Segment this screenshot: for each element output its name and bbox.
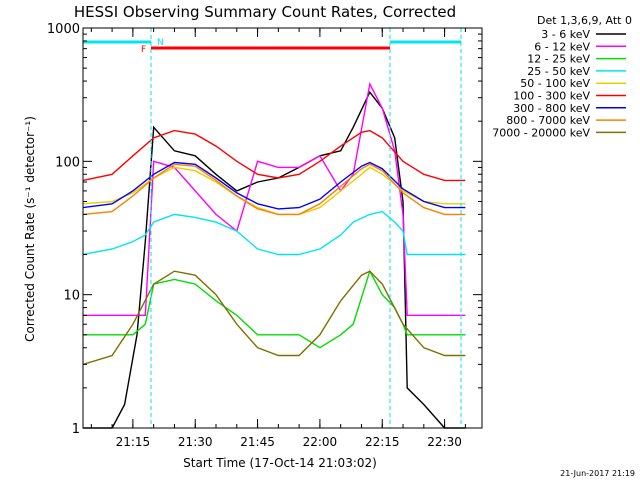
flag-label-n: N bbox=[157, 38, 164, 48]
legend-label-7: 800 - 7000 keV bbox=[506, 114, 590, 127]
series-line-7 bbox=[82, 163, 466, 216]
x-tick-label-3: 22:00 bbox=[303, 435, 338, 449]
y-tick-label-2: 100 bbox=[55, 155, 80, 170]
series-line-8 bbox=[82, 270, 466, 366]
plot-frame bbox=[82, 27, 483, 429]
x-tick-label-2: 21:45 bbox=[240, 435, 275, 449]
legend-label-6: 300 - 800 keV bbox=[513, 102, 590, 115]
series-line-2 bbox=[83, 269, 466, 349]
x-tick-label-0: 21:15 bbox=[116, 435, 151, 449]
x-tick-label-1: 21:30 bbox=[178, 435, 213, 449]
legend-label-5: 100 - 300 keV bbox=[513, 90, 590, 103]
legend-label-2: 12 - 25 keV bbox=[527, 53, 590, 66]
y-axis-label: Corrected Count Rate (s⁻¹ detector⁻¹) bbox=[23, 116, 37, 342]
legend-label-3: 25 - 50 keV bbox=[527, 65, 590, 78]
plot-area: NF bbox=[82, 28, 466, 429]
y-tick-label-1: 10 bbox=[63, 289, 80, 304]
series-line-6 bbox=[82, 161, 466, 210]
x-axis-label: Start Time (17-Oct-14 21:03:02) bbox=[183, 456, 377, 470]
legend-label-1: 6 - 12 keV bbox=[534, 40, 590, 53]
timestamp-footer: 21-Jun-2017 21:19 bbox=[560, 469, 635, 478]
y-tick-label-3: 1000 bbox=[47, 22, 80, 37]
x-tick-label-4: 22:15 bbox=[365, 435, 400, 449]
legend-label-0: 3 - 6 keV bbox=[541, 28, 590, 41]
legend-label-4: 50 - 100 keV bbox=[520, 77, 590, 90]
flag-label-f: F bbox=[141, 45, 146, 55]
legend-label-8: 7000 - 20000 keV bbox=[492, 126, 590, 139]
legend-title: Det 1,3,6,9, Att 0 bbox=[537, 14, 632, 27]
chart-title: HESSI Observing Summary Count Rates, Cor… bbox=[74, 3, 456, 21]
series-line-5 bbox=[82, 129, 466, 182]
y-tick-label-0: 1 bbox=[72, 422, 80, 437]
axes: 1 10 100 1000 21:15 21:30 21:45 22:00 22:15 22:30 bbox=[47, 22, 483, 449]
x-tick-label-5: 22:30 bbox=[427, 435, 462, 449]
